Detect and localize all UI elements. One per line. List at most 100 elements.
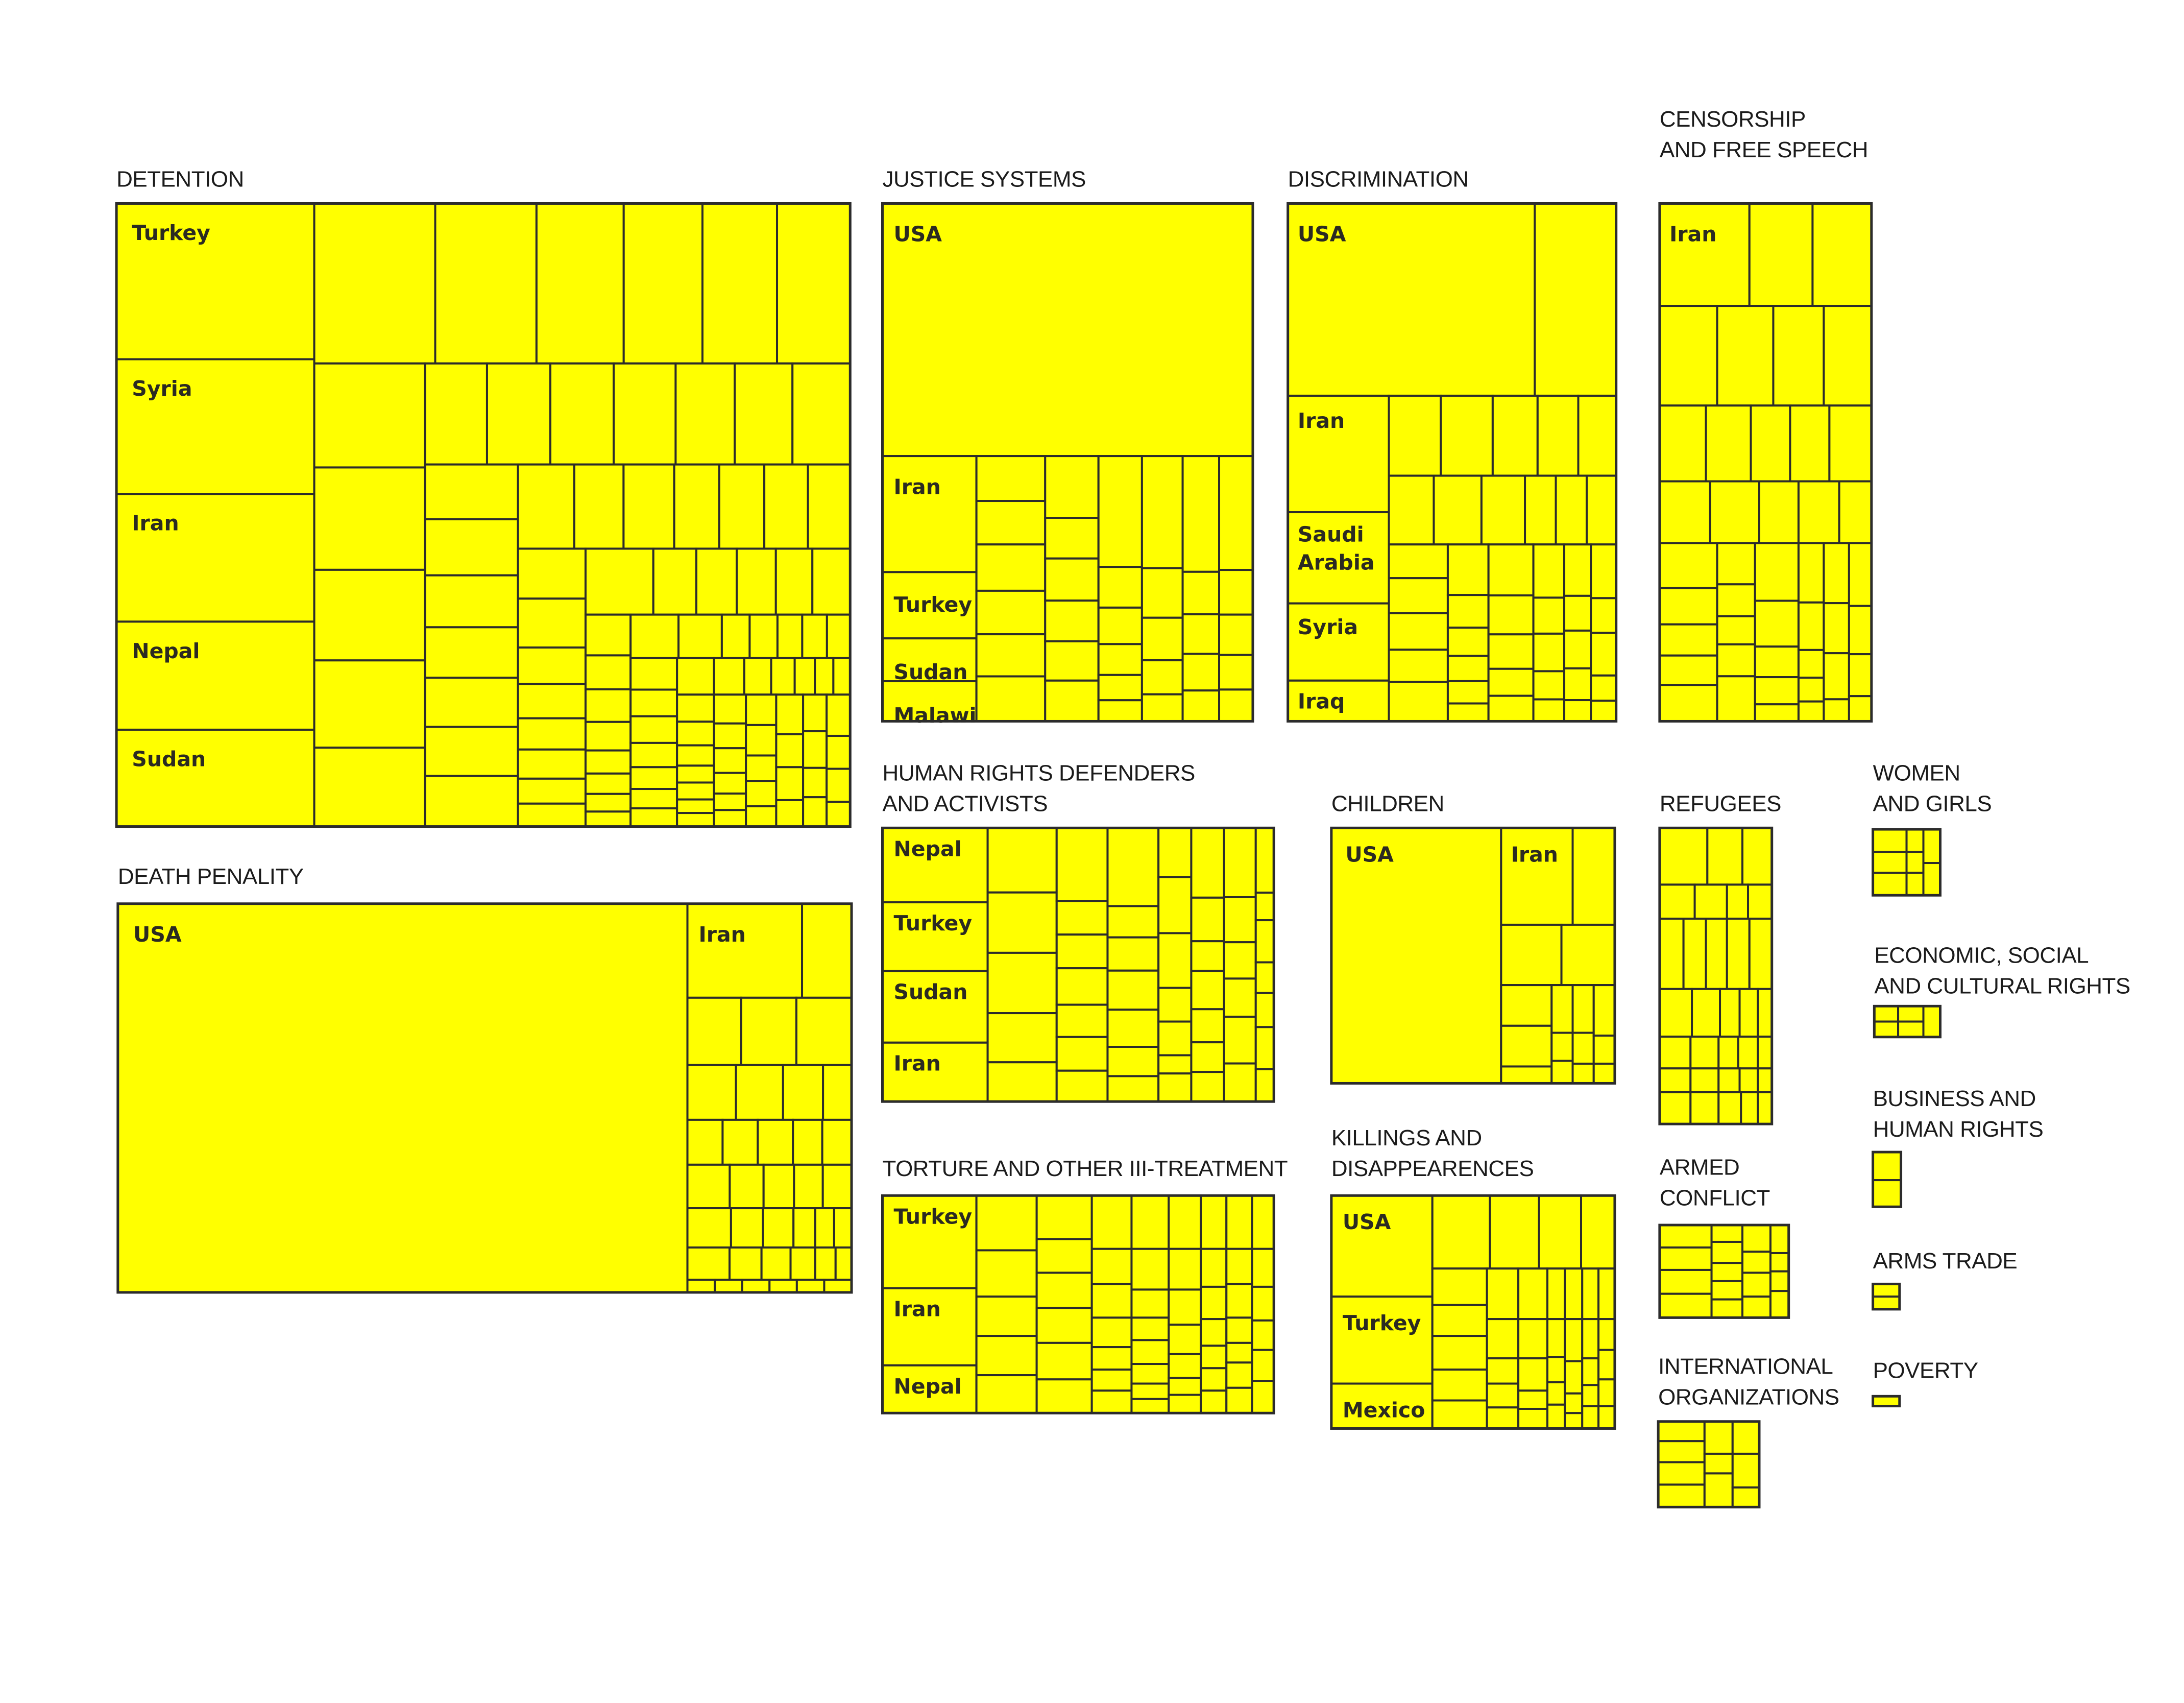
treemap-cell [802, 693, 828, 733]
treemap-cell [821, 1118, 853, 1166]
treemap-cell [1546, 1356, 1566, 1383]
treemap-cell [1658, 827, 1709, 886]
treemap-cell [975, 543, 1047, 592]
treemap-cell [881, 680, 978, 723]
treemap-cell [881, 202, 1254, 458]
treemap-cell [1710, 1298, 1744, 1319]
treemap-cell [1741, 1251, 1772, 1274]
treemap-cell [1691, 988, 1721, 1038]
treemap-cell [975, 1335, 1038, 1377]
treemap-cell [1571, 1032, 1595, 1065]
treemap-cell [1823, 602, 1850, 655]
treemap-cell [115, 202, 316, 361]
treemap-cell [1546, 1318, 1566, 1358]
treemap-cell [713, 792, 747, 811]
treemap-cell [1140, 455, 1184, 569]
treemap-cell [1563, 629, 1592, 669]
panel-frame [881, 1194, 1275, 1414]
treemap-cell [1130, 1363, 1170, 1385]
treemap-cell [1706, 827, 1744, 886]
treemap-cell [721, 1118, 759, 1166]
treemap-cell [1590, 632, 1617, 677]
treemap-cell [1564, 1318, 1584, 1362]
treemap-cell [1517, 1357, 1548, 1392]
country-label: Mexico [1343, 1398, 1425, 1422]
treemap-cell [793, 1163, 824, 1210]
treemap-cell [1757, 1036, 1773, 1070]
treemap-cell [762, 1163, 795, 1210]
treemap-cell [1500, 1024, 1553, 1068]
treemap-cell [1726, 918, 1751, 990]
treemap-cell [1200, 1285, 1228, 1321]
treemap-cell [1838, 480, 1873, 544]
treemap-cell [1287, 394, 1390, 514]
treemap-cell [1754, 703, 1800, 723]
panel-escr: ECONOMIC, SOCIAL AND CULTURAL RIGHTS [1873, 943, 2130, 1039]
treemap-cell [1658, 1036, 1692, 1070]
treemap-cell [1658, 684, 1718, 723]
panel-hrd: HUMAN RIGHTS DEFENDERS AND ACTIVISTS Nepal… [881, 760, 1275, 1103]
treemap-cell [1811, 202, 1873, 307]
treemap-cell [1090, 1389, 1133, 1414]
treemap-cell [1388, 577, 1449, 614]
treemap-cell [768, 1279, 798, 1293]
treemap-cell [1223, 977, 1257, 1018]
treemap-cell [1581, 1318, 1600, 1360]
treemap-cell [1218, 569, 1254, 616]
treemap-cell [1597, 1349, 1616, 1381]
treemap-cell [1097, 699, 1143, 723]
treemap-cell [776, 202, 852, 365]
treemap-cell [1546, 1381, 1566, 1406]
treemap-cell [1287, 511, 1390, 605]
panel-frame [1287, 202, 1618, 723]
country-label: Iran [1511, 842, 1558, 867]
country-label: USA [1298, 222, 1346, 247]
treemap-cell [1797, 480, 1840, 544]
treemap-cell [1431, 1194, 1491, 1270]
country-label: Iraq [1298, 689, 1345, 714]
treemap-cell [1757, 1067, 1773, 1093]
treemap-cell [1737, 1036, 1759, 1070]
treemap-cell [791, 362, 852, 466]
treemap-cell [1035, 1341, 1093, 1381]
treemap-cell [748, 613, 779, 659]
treemap-cell [1223, 827, 1257, 898]
panel-frame [1658, 202, 1873, 723]
treemap-cell [1848, 605, 1873, 656]
treemap-cell [1658, 988, 1693, 1038]
panel-title: ORGANIZATIONS [1658, 1385, 1839, 1410]
treemap-cell [1716, 615, 1756, 645]
treemap-cell [775, 733, 805, 769]
treemap-cell [1532, 670, 1566, 701]
treemap-cell [775, 693, 805, 735]
treemap-cell [1747, 883, 1773, 920]
treemap-cell [745, 693, 778, 726]
treemap-cell [1657, 1440, 1706, 1464]
country-label: USA [133, 922, 182, 947]
treemap-cell [1225, 1283, 1253, 1319]
treemap-cell [1446, 680, 1490, 705]
treemap-cell [584, 721, 632, 752]
treemap-cell [795, 996, 853, 1066]
treemap-cell [677, 613, 723, 659]
treemap-cell [573, 463, 625, 550]
treemap-cell [1658, 1246, 1713, 1271]
treemap-cell [1717, 1036, 1739, 1070]
treemap-cell [1716, 583, 1756, 617]
treemap-cell [1200, 1345, 1228, 1370]
treemap-cell [1287, 679, 1390, 723]
treemap-cell [1709, 480, 1760, 544]
treemap-cell [1140, 659, 1184, 695]
treemap-cell [1726, 883, 1750, 920]
country-label: Turkey [1343, 1311, 1421, 1335]
treemap-cell [1797, 601, 1825, 651]
treemap-cell [1181, 455, 1221, 573]
treemap-cell [1218, 613, 1254, 656]
treemap-cell [313, 659, 426, 749]
treemap-cell [629, 688, 678, 717]
panel-censorship: CENSORSHIP AND FREE SPEECH Iran [1658, 107, 1873, 723]
treemap-cell [1532, 543, 1566, 599]
treemap-cell [313, 568, 426, 662]
treemap-cell [1905, 872, 1925, 897]
treemap-cell [1388, 612, 1449, 651]
